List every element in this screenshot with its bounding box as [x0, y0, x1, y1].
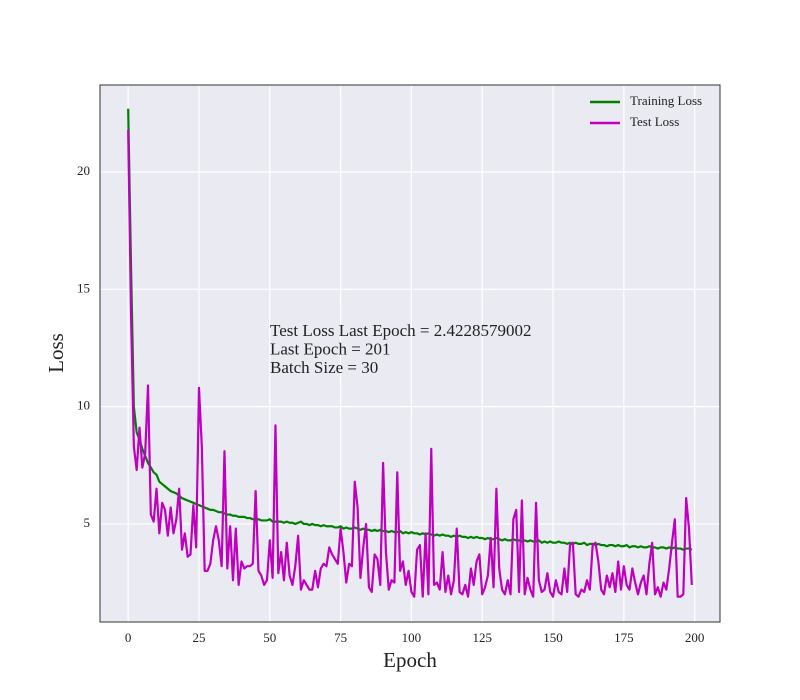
annotation-line: Batch Size = 30	[270, 358, 378, 377]
x-axis-label: Epoch	[383, 648, 437, 672]
x-tick-label: 75	[334, 630, 347, 645]
x-tick-label: 100	[402, 630, 422, 645]
x-tick-label: 0	[125, 630, 132, 645]
x-tick-label: 125	[472, 630, 492, 645]
x-tick-label: 50	[263, 630, 276, 645]
x-tick-label: 200	[685, 630, 705, 645]
y-tick-label: 20	[77, 163, 90, 178]
y-axis-label: Loss	[44, 333, 68, 373]
x-tick-label: 150	[543, 630, 563, 645]
plot-area	[100, 85, 720, 622]
legend-label: Test Loss	[630, 114, 679, 129]
y-tick-label: 10	[77, 398, 90, 413]
y-tick-label: 5	[84, 515, 91, 530]
annotation-line: Last Epoch = 201	[270, 339, 391, 358]
y-tick-label: 15	[77, 280, 90, 295]
plot-frame	[99, 84, 721, 623]
x-tick-label: 25	[192, 630, 205, 645]
annotation-line: Test Loss Last Epoch = 2.4228579002	[270, 321, 531, 340]
annotation: Test Loss Last Epoch = 2.4228579002Last …	[270, 321, 531, 377]
legend-label: Training Loss	[630, 93, 702, 108]
grid	[100, 85, 720, 622]
lines	[127, 108, 693, 598]
series-line	[127, 129, 693, 598]
x-tick-label: 175	[614, 630, 634, 645]
legend: Training Loss Test Loss	[590, 93, 702, 129]
